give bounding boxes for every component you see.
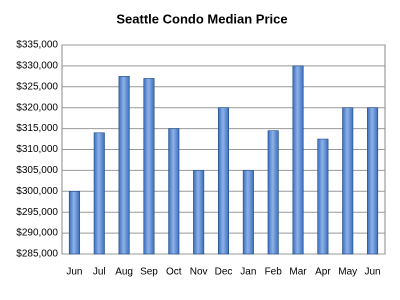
y-tick-label: $295,000 [16,207,58,218]
y-tick-label: $285,000 [16,249,58,260]
x-tick-label: Apr [315,267,331,278]
x-tick-label: Nov [190,267,208,278]
bar [168,128,180,255]
x-tick-label: Jun [66,267,82,278]
x-tick-label: Jul [93,267,106,278]
y-tick-label: $325,000 [16,81,58,92]
y-tick-label: $330,000 [16,61,58,72]
y-tick-label: $290,000 [16,228,58,239]
x-tick-label: Sep [140,267,158,278]
bar [292,65,304,255]
x-tick-label: May [338,267,357,278]
bar [193,170,205,255]
y-tick-label: $300,000 [16,186,58,197]
bar [367,107,379,255]
x-tick-label: Oct [166,267,182,278]
bar [267,130,279,255]
x-tick-label: Jan [240,267,256,278]
bar [68,191,80,255]
bar [143,78,155,255]
y-tick-label: $315,000 [16,123,58,134]
y-tick-label: $320,000 [16,102,58,113]
bar [317,138,329,255]
bar [217,107,230,255]
bar [93,132,105,255]
chart-title: Seattle Condo Median Price [116,11,287,26]
bar [342,107,354,255]
x-tick-label: Feb [265,267,283,278]
x-tick-label: Dec [215,267,233,278]
x-tick-label: Aug [115,267,133,278]
bar [242,170,254,255]
y-tick-label: $305,000 [16,165,58,176]
y-tick-label: $310,000 [16,144,58,155]
y-tick-label: $335,000 [16,40,58,51]
x-tick-label: Jun [365,267,381,278]
x-tick-label: Mar [289,267,307,278]
bar [118,76,130,255]
